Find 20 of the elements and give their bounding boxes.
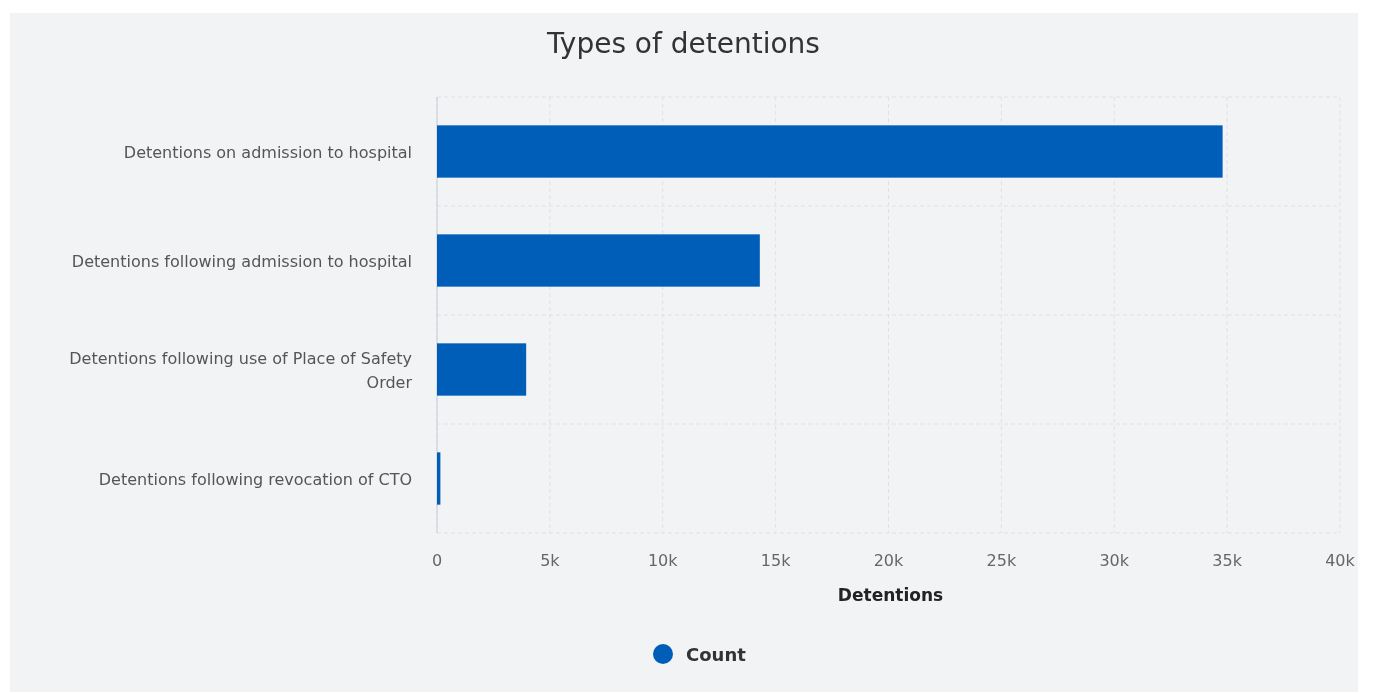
bar	[437, 125, 1223, 178]
y-tick-label: Detentions following revocation of CTO	[98, 469, 412, 489]
x-tick-label: 15k	[760, 551, 792, 570]
x-tick-label: 40k	[1325, 551, 1356, 570]
x-tick-label: 10k	[647, 551, 679, 570]
x-tick-label: 5k	[540, 551, 561, 570]
chart-title: Types of detentions	[546, 27, 820, 60]
y-tick-label: Detentions on admission to hospital	[123, 142, 412, 162]
x-tick-label: 30k	[1099, 551, 1130, 570]
bar	[437, 343, 527, 396]
bar	[437, 234, 760, 287]
x-tick-label: 0	[431, 551, 443, 570]
y-tick-label: Detentions following use of Place of Safety Order	[69, 348, 413, 392]
x-tick-label: 25k	[986, 551, 1017, 570]
legend-label: Count	[686, 644, 747, 665]
y-tick-label: Detentions following admission to hospital	[71, 251, 412, 271]
bar	[437, 452, 441, 505]
x-tick-label: 20k	[873, 551, 905, 570]
x-tick-label: 35k	[1212, 551, 1243, 570]
x-axis-title: Detentions	[837, 585, 944, 605]
